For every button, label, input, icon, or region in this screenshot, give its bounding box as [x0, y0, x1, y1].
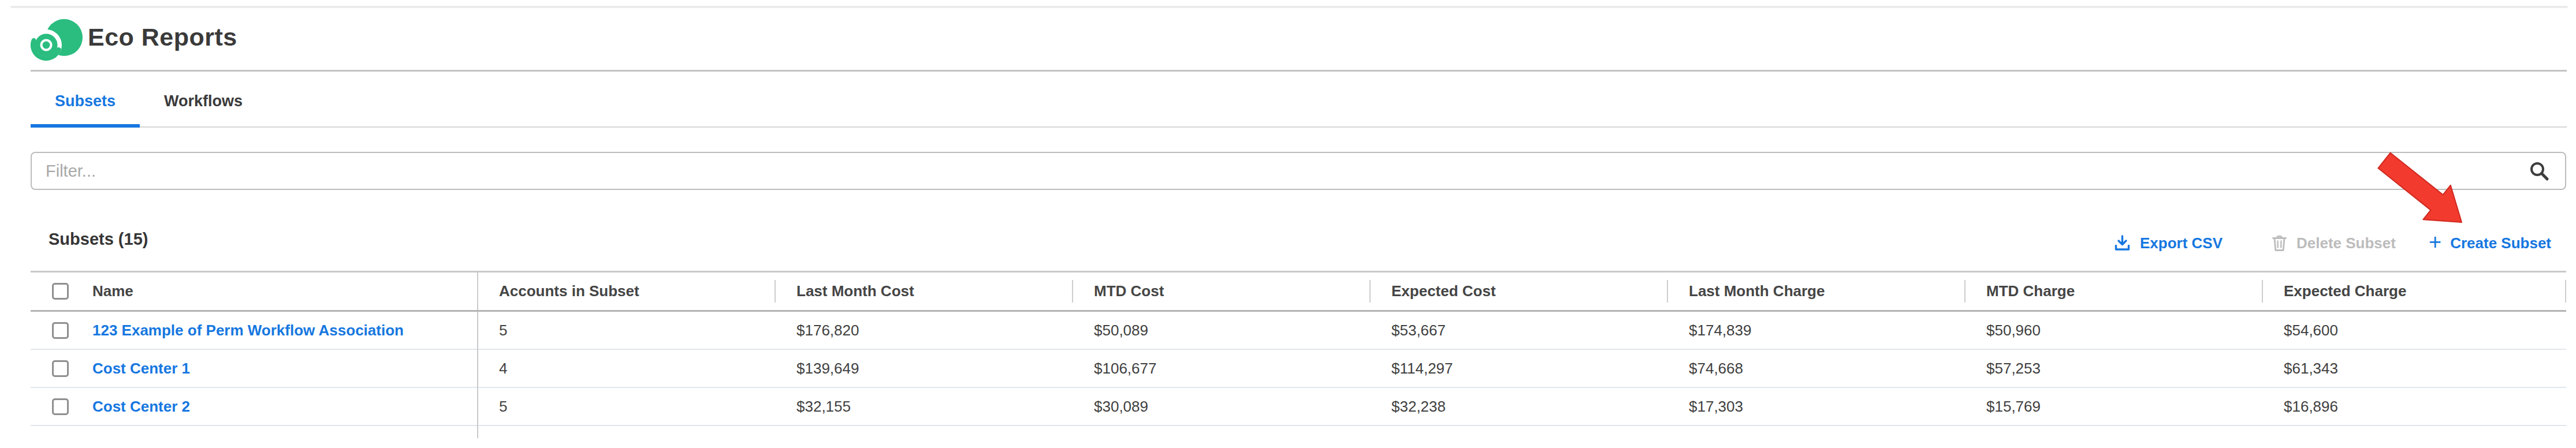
- subsets-count-heading: Subsets (15): [49, 230, 148, 249]
- cell-last-month-charge: $17,303: [1667, 398, 1964, 416]
- download-icon: [2113, 234, 2131, 252]
- cell-mtd-cost: $30,089: [1072, 398, 1369, 416]
- top-shadow-strip: [10, 6, 2568, 8]
- export-csv-button[interactable]: Export CSV: [2113, 234, 2223, 252]
- row-checkbox[interactable]: [52, 322, 69, 339]
- cell-expected-charge: $54,600: [2262, 322, 2566, 339]
- cell-mtd-cost: $50,089: [1072, 322, 1369, 339]
- table-actions: Export CSV Delete Subset + Create Subset: [2113, 232, 2551, 255]
- cell-accounts: 5: [477, 398, 775, 416]
- tab-workflows[interactable]: Workflows: [152, 92, 254, 110]
- column-header-name: Name: [31, 272, 477, 310]
- cell-accounts: 4: [477, 360, 775, 378]
- table-row: Cost Center 2 5 $32,155 $30,089 $32,238 …: [31, 388, 2566, 426]
- subsets-table: Name Accounts in Subset Last Month Cost …: [31, 271, 2566, 426]
- row-checkbox[interactable]: [52, 360, 69, 377]
- cell-mtd-charge: $50,960: [1964, 322, 2262, 339]
- cell-expected-cost: $114,297: [1369, 360, 1667, 378]
- search-icon[interactable]: [2528, 160, 2550, 182]
- cell-last-month-charge: $74,668: [1667, 360, 1964, 378]
- subset-name-link[interactable]: 123 Example of Perm Workflow Association: [92, 322, 404, 339]
- tabs-baseline: [31, 126, 2567, 128]
- annotation-arrow-icon: [2357, 143, 2484, 241]
- subset-name-link[interactable]: Cost Center 1: [92, 360, 190, 378]
- select-all-checkbox[interactable]: [52, 283, 69, 300]
- cell-mtd-charge: $15,769: [1964, 398, 2262, 416]
- header-divider: [31, 70, 2567, 72]
- table-row: Cost Center 1 4 $139,649 $106,677 $114,2…: [31, 350, 2566, 388]
- table-header-row: Name Accounts in Subset Last Month Cost …: [31, 271, 2566, 312]
- row-checkbox[interactable]: [52, 398, 69, 415]
- cell-mtd-cost: $106,677: [1072, 360, 1369, 378]
- cell-last-month-cost: $139,649: [775, 360, 1072, 378]
- cell-last-month-cost: $176,820: [775, 322, 1072, 339]
- subset-name-link[interactable]: Cost Center 2: [92, 398, 190, 416]
- filter-container: [31, 152, 2566, 190]
- cell-last-month-charge: $174,839: [1667, 322, 1964, 339]
- export-csv-label: Export CSV: [2140, 234, 2223, 252]
- table-row: 123 Example of Perm Workflow Association…: [31, 312, 2566, 350]
- cell-accounts: 5: [477, 322, 775, 339]
- cell-expected-charge: $61,343: [2262, 360, 2566, 378]
- cell-expected-charge: $16,896: [2262, 398, 2566, 416]
- column-header-accounts: Accounts in Subset: [477, 272, 775, 310]
- cell-last-month-cost: $32,155: [775, 398, 1072, 416]
- trash-icon: [2271, 234, 2288, 252]
- column-header-expected-charge: Expected Charge: [2262, 272, 2566, 310]
- column-header-mtd-cost: MTD Cost: [1072, 272, 1369, 310]
- filter-input[interactable]: [32, 153, 2565, 189]
- cell-expected-cost: $32,238: [1369, 398, 1667, 416]
- cell-expected-cost: $53,667: [1369, 322, 1667, 339]
- eco-logo-icon: [31, 18, 86, 63]
- column-header-last-month-cost: Last Month Cost: [775, 272, 1072, 310]
- column-header-last-month-charge: Last Month Charge: [1667, 272, 1964, 310]
- tab-subsets[interactable]: Subsets: [31, 92, 140, 110]
- active-tab-underline: [31, 124, 140, 128]
- column-header-expected-cost: Expected Cost: [1369, 272, 1667, 310]
- page-title: Eco Reports: [88, 23, 237, 51]
- column-header-mtd-charge: MTD Charge: [1964, 272, 2262, 310]
- cell-mtd-charge: $57,253: [1964, 360, 2262, 378]
